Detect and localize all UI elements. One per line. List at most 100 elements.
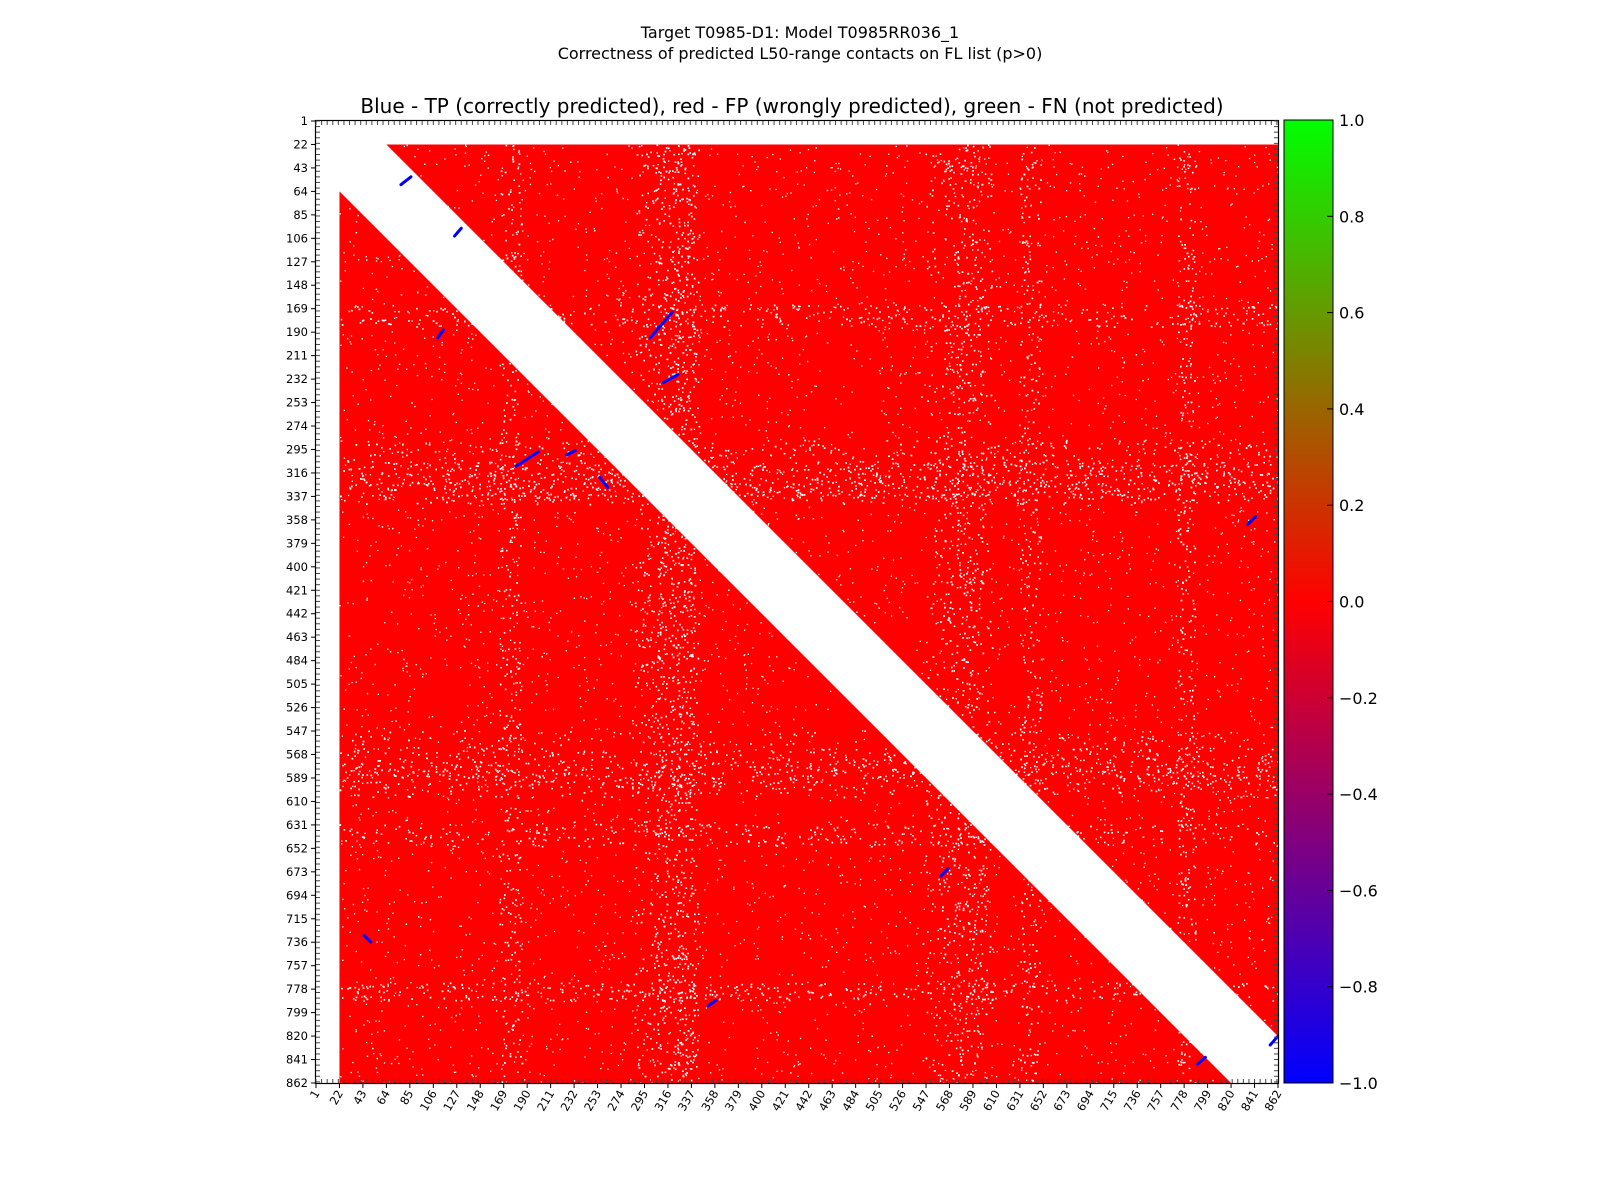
fp-gap-cell — [1178, 498, 1180, 501]
fp-gap-cell — [980, 190, 982, 193]
fp-gap-cell — [967, 494, 969, 497]
fp-gap-cell — [511, 770, 514, 772]
fp-gap-cell — [468, 997, 470, 1000]
fp-gap-cell — [969, 201, 971, 203]
fp-gap-cell — [1181, 414, 1184, 417]
fp-gap-cell — [1192, 308, 1194, 310]
fp-gap-cell — [680, 165, 682, 167]
fp-gap-cell — [715, 781, 717, 784]
fp-gap-cell — [693, 552, 695, 554]
fp-gap-cell — [663, 417, 666, 420]
fp-gap-cell — [510, 786, 513, 789]
fp-gap-cell — [1084, 787, 1087, 790]
fp-gap-cell — [1123, 992, 1126, 994]
fp-gap-cell — [682, 232, 685, 234]
fp-gap-cell — [653, 743, 655, 745]
fp-gap-cell — [659, 990, 661, 993]
fp-gap-cell — [663, 999, 666, 1002]
fp-gap-cell — [658, 516, 660, 519]
fp-gap-cell — [1067, 463, 1069, 466]
fp-gap-cell — [634, 1023, 637, 1025]
fp-gap-cell — [591, 468, 593, 470]
fp-gap-cell — [967, 661, 969, 663]
fp-gap-cell — [677, 291, 680, 294]
fp-gap-cell — [914, 988, 917, 991]
fp-gap-cell — [1177, 1060, 1180, 1062]
fp-gap-cell — [642, 303, 644, 306]
fp-gap-cell — [1111, 493, 1114, 496]
fp-gap-cell — [504, 1061, 506, 1064]
fp-gap-cell — [657, 188, 660, 190]
fp-gap-cell — [954, 932, 956, 934]
fp-gap-cell — [942, 314, 944, 316]
fp-gap-cell — [652, 682, 655, 684]
fp-gap-cell — [916, 476, 919, 479]
fp-gap-cell — [1255, 487, 1257, 489]
fp-gap-cell — [677, 582, 680, 585]
fp-gap-cell — [1022, 153, 1025, 155]
fp-gap-cell — [951, 653, 954, 656]
fp-gap-cell — [1027, 268, 1029, 270]
fp-gap-cell — [956, 493, 959, 496]
fp-gap-cell — [884, 475, 887, 478]
fp-gap-cell — [988, 177, 990, 180]
fp-gap-cell — [1096, 745, 1099, 747]
fp-gap-cell — [410, 765, 413, 768]
fp-gap-cell — [944, 513, 946, 516]
fp-gap-cell — [953, 342, 955, 345]
fp-gap-cell — [925, 321, 928, 324]
fp-gap-cell — [976, 734, 978, 736]
fp-gap-cell — [1065, 999, 1068, 1002]
fp-gap-cell — [666, 810, 668, 812]
fp-gap-cell — [632, 737, 634, 739]
fp-gap-cell — [962, 1053, 965, 1055]
fp-gap-cell — [354, 999, 357, 1001]
fp-gap-cell — [669, 1064, 672, 1066]
fp-gap-cell — [529, 447, 532, 449]
fp-gap-cell — [660, 736, 663, 738]
fp-gap-cell — [912, 835, 914, 837]
fp-gap-cell — [762, 994, 765, 996]
fp-gap-cell — [944, 170, 946, 173]
fp-gap-cell — [509, 617, 512, 620]
fp-gap-cell — [697, 407, 699, 409]
fp-gap-cell — [855, 488, 857, 490]
fp-gap-cell — [1251, 318, 1254, 320]
fp-gap-cell — [680, 881, 682, 884]
fp-gap-cell — [670, 1011, 672, 1014]
fp-gap-cell — [885, 775, 887, 778]
fp-gap-cell — [505, 481, 508, 484]
fp-gap-cell — [684, 744, 686, 747]
fp-gap-cell — [972, 145, 975, 148]
fp-gap-cell — [906, 785, 909, 787]
fp-gap-cell — [427, 790, 429, 793]
fp-gap-cell — [494, 475, 497, 478]
fp-gap-cell — [1169, 442, 1172, 445]
fp-gap-cell — [656, 144, 659, 147]
fp-gap-cell — [540, 732, 543, 734]
fp-gap-cell — [419, 319, 421, 321]
fp-gap-cell — [489, 461, 491, 464]
fp-gap-cell — [943, 602, 946, 605]
fp-gap-cell — [970, 345, 973, 347]
fp-gap-cell — [1025, 1072, 1028, 1075]
fp-gap-cell — [891, 832, 894, 835]
fp-gap-cell — [688, 899, 691, 902]
fp-gap-cell — [675, 620, 677, 622]
fp-gap-cell — [656, 661, 659, 663]
fp-gap-cell — [943, 494, 946, 496]
fp-gap-cell — [684, 260, 686, 263]
fp-gap-cell — [964, 886, 966, 889]
fp-gap-cell — [1192, 602, 1195, 605]
fp-gap-cell — [731, 483, 733, 485]
fp-gap-cell — [522, 486, 524, 489]
fp-gap-cell — [893, 768, 896, 771]
fp-gap-cell — [701, 824, 704, 827]
fp-gap-cell — [972, 572, 974, 575]
fp-gap-cell — [446, 762, 448, 764]
fp-gap-cell — [657, 568, 660, 570]
fp-gap-cell — [1040, 730, 1042, 732]
fp-region-upper — [386, 144, 1278, 1037]
fp-gap-cell — [652, 164, 655, 167]
fp-gap-cell — [641, 631, 644, 634]
